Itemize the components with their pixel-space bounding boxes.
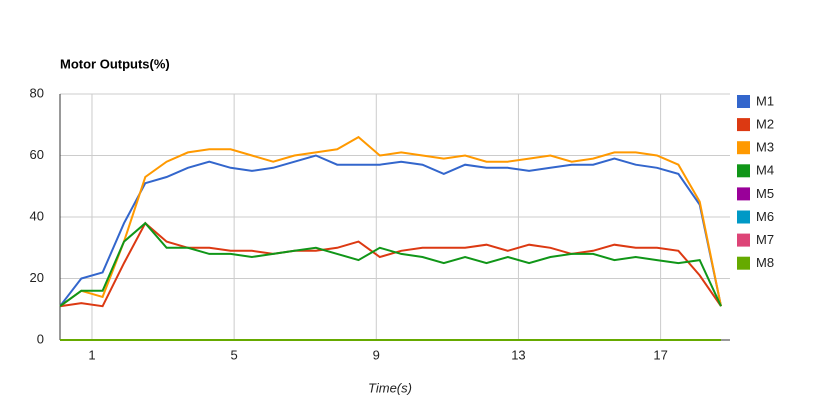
series-line xyxy=(59,221,722,308)
series-line xyxy=(59,154,722,307)
legend-swatch xyxy=(737,210,750,224)
x-tick-label: 13 xyxy=(511,347,525,362)
y-tick-label: 80 xyxy=(30,85,44,100)
legend-swatch xyxy=(737,187,750,201)
x-axis-label: Time(s) xyxy=(368,380,412,395)
legend-label: M6 xyxy=(756,209,774,224)
y-tick-label: 40 xyxy=(30,208,44,223)
x-tick-label: 9 xyxy=(373,347,380,362)
legend-swatch xyxy=(737,256,750,270)
legend-label: M1 xyxy=(756,93,774,108)
legend-swatch xyxy=(737,233,750,247)
legend-label: M5 xyxy=(756,186,774,201)
legend-swatch xyxy=(737,164,750,178)
legend-label: M7 xyxy=(756,232,774,247)
legend-label: M2 xyxy=(756,117,774,132)
y-tick-label: 60 xyxy=(30,147,44,162)
x-tick-label: 1 xyxy=(88,347,95,362)
legend-swatch xyxy=(737,118,750,132)
chart-title: Motor Outputs(%) xyxy=(60,56,170,71)
legend-label: M4 xyxy=(756,163,774,178)
legend-swatch xyxy=(737,141,750,155)
legend-label: M8 xyxy=(756,255,774,270)
x-tick-label: 17 xyxy=(653,347,667,362)
y-tick-label: 20 xyxy=(30,270,44,285)
y-tick-label: 0 xyxy=(37,331,44,346)
legend-label: M3 xyxy=(756,140,774,155)
x-tick-label: 5 xyxy=(231,347,238,362)
series-line xyxy=(59,221,722,308)
series-line xyxy=(59,135,722,308)
legend-swatch xyxy=(737,95,750,108)
